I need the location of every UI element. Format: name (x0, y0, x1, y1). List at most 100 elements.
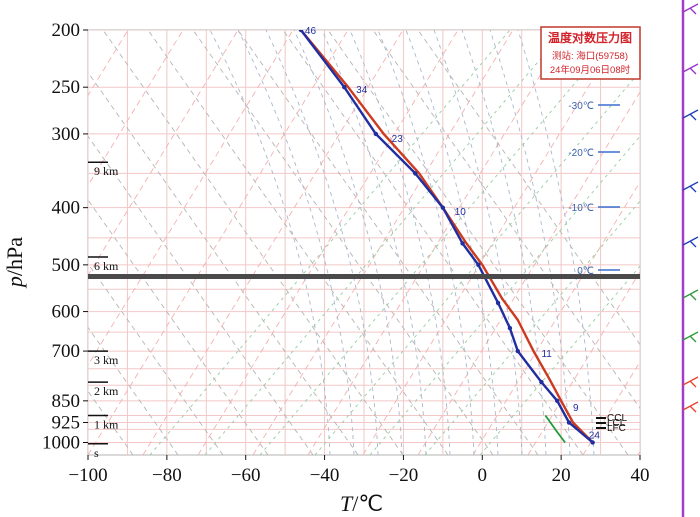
y-tick-label: 400 (52, 198, 81, 219)
wind-barb (682, 331, 699, 343)
dry-adiabat (102, 30, 404, 455)
profile-point-label: 23 (392, 134, 404, 145)
moist-adiabat (265, 30, 379, 455)
mixing-ratio-line (479, 265, 640, 455)
profile-point-label: 10 (455, 207, 467, 218)
profile-point-label: 9 (573, 403, 579, 414)
wind-barb (682, 236, 699, 248)
moist-adiabat (237, 30, 355, 455)
dry-adiabat (237, 30, 539, 455)
dry-adiabat (282, 30, 584, 455)
dry-adiabat (372, 30, 640, 410)
height-marker-label: 9 km (94, 164, 119, 178)
moist-adiabat (489, 30, 571, 455)
mixing-ratio-line (204, 30, 566, 455)
isotherm-label: -30℃ (568, 101, 594, 112)
moist-adiabat (209, 30, 331, 455)
isotherm-label: -20℃ (568, 148, 594, 159)
y-tick-label: 200 (52, 20, 81, 41)
height-marker-label: 3 km (94, 353, 119, 367)
profile-point (342, 84, 347, 90)
profile-point (460, 241, 465, 246)
level-label: CCL (607, 413, 627, 424)
moist-adiabat (517, 30, 595, 455)
height-marker-label: 1 km (94, 417, 119, 431)
x-axis-symbol: T (340, 491, 354, 516)
y-axis-symbol: p (2, 276, 27, 289)
profile-point (555, 398, 560, 404)
y-tick-label: 1000 (42, 432, 80, 453)
wind-barb-flag (689, 380, 697, 388)
level-label: LFC (607, 423, 626, 434)
mixing-ratio-line (424, 200, 640, 455)
skew-isotherm (88, 30, 239, 277)
mixing-ratio-line (149, 30, 511, 455)
profile-point-label: 34 (356, 85, 368, 96)
wind-barb-flag (689, 405, 697, 413)
wind-barb (682, 181, 699, 193)
y-axis-unit: /hPa (2, 237, 27, 276)
moist-adiabat (433, 30, 523, 455)
dry-adiabat (147, 30, 449, 455)
profile-point (476, 262, 481, 268)
skew-isotherm (88, 30, 184, 187)
chart-title: 温度对数压力图 (548, 30, 632, 45)
y-tick-label: 250 (52, 77, 81, 98)
profile-point (507, 325, 513, 331)
wind-barb (682, 63, 699, 75)
x-axis-unit: /℃ (352, 491, 383, 516)
height-marker-label: 6 km (94, 259, 119, 273)
y-tick-label: 300 (52, 124, 81, 145)
wind-barb (682, 376, 699, 388)
skew-isotherm (88, 30, 349, 455)
x-tick-label: −20 (389, 465, 419, 486)
profile-point-label: 11 (541, 349, 552, 360)
reference-bar (88, 274, 640, 279)
y-tick-label: 700 (52, 341, 81, 362)
x-tick-label: −80 (152, 465, 182, 486)
skew-isotherm (582, 360, 640, 455)
skew-isotherm (472, 181, 640, 455)
wind-barb-flag (689, 335, 697, 343)
x-tick-label: 40 (631, 465, 650, 486)
info-box: 温度对数压力图 测站: 海口(59758) 24年09月06日08时 (540, 26, 641, 80)
wind-barb (682, 3, 699, 15)
profile-line-1 (299, 30, 594, 444)
y-tick-label: 850 (52, 391, 81, 412)
dry-adiabat (88, 71, 359, 455)
isotherm-label: -10℃ (568, 203, 594, 214)
skew-isotherm (417, 91, 640, 455)
station-label: 测站: 海口(59758) (552, 50, 628, 62)
moist-adiabat (293, 30, 403, 455)
profile-point (566, 420, 572, 425)
wind-barb (682, 289, 699, 301)
isotherm-label: 0℃ (577, 266, 594, 277)
profile-point (590, 440, 595, 445)
wind-barb-flag (689, 240, 697, 248)
y-axis-title: p/hPa (2, 237, 27, 289)
profile-point (495, 300, 501, 306)
moist-adiabat (349, 30, 451, 455)
y-tick-label: 925 (52, 413, 81, 434)
profile-line-2 (544, 414, 566, 444)
wind-barb-flag (689, 67, 697, 75)
moist-adiabat (405, 30, 499, 455)
wind-barb-flag (689, 113, 697, 121)
dry-adiabat (417, 30, 640, 346)
y-tick-label: 600 (52, 302, 81, 323)
skew-isotherm (362, 30, 624, 455)
profile-point-label: 46 (305, 26, 317, 37)
wind-barb (682, 109, 699, 121)
profile-point (539, 379, 544, 385)
y-tick-label: 500 (52, 255, 81, 276)
skew-isotherm (693, 30, 700, 455)
skew-isotherm (252, 30, 514, 455)
profile-point-label: 24 (589, 431, 601, 442)
dry-adiabat (192, 30, 494, 455)
mixing-ratio-line (314, 70, 640, 455)
wind-barb-flag (689, 293, 697, 301)
mixing-ratio-line (369, 135, 640, 455)
profile-line-0 (299, 30, 594, 444)
profile-point (298, 30, 304, 33)
